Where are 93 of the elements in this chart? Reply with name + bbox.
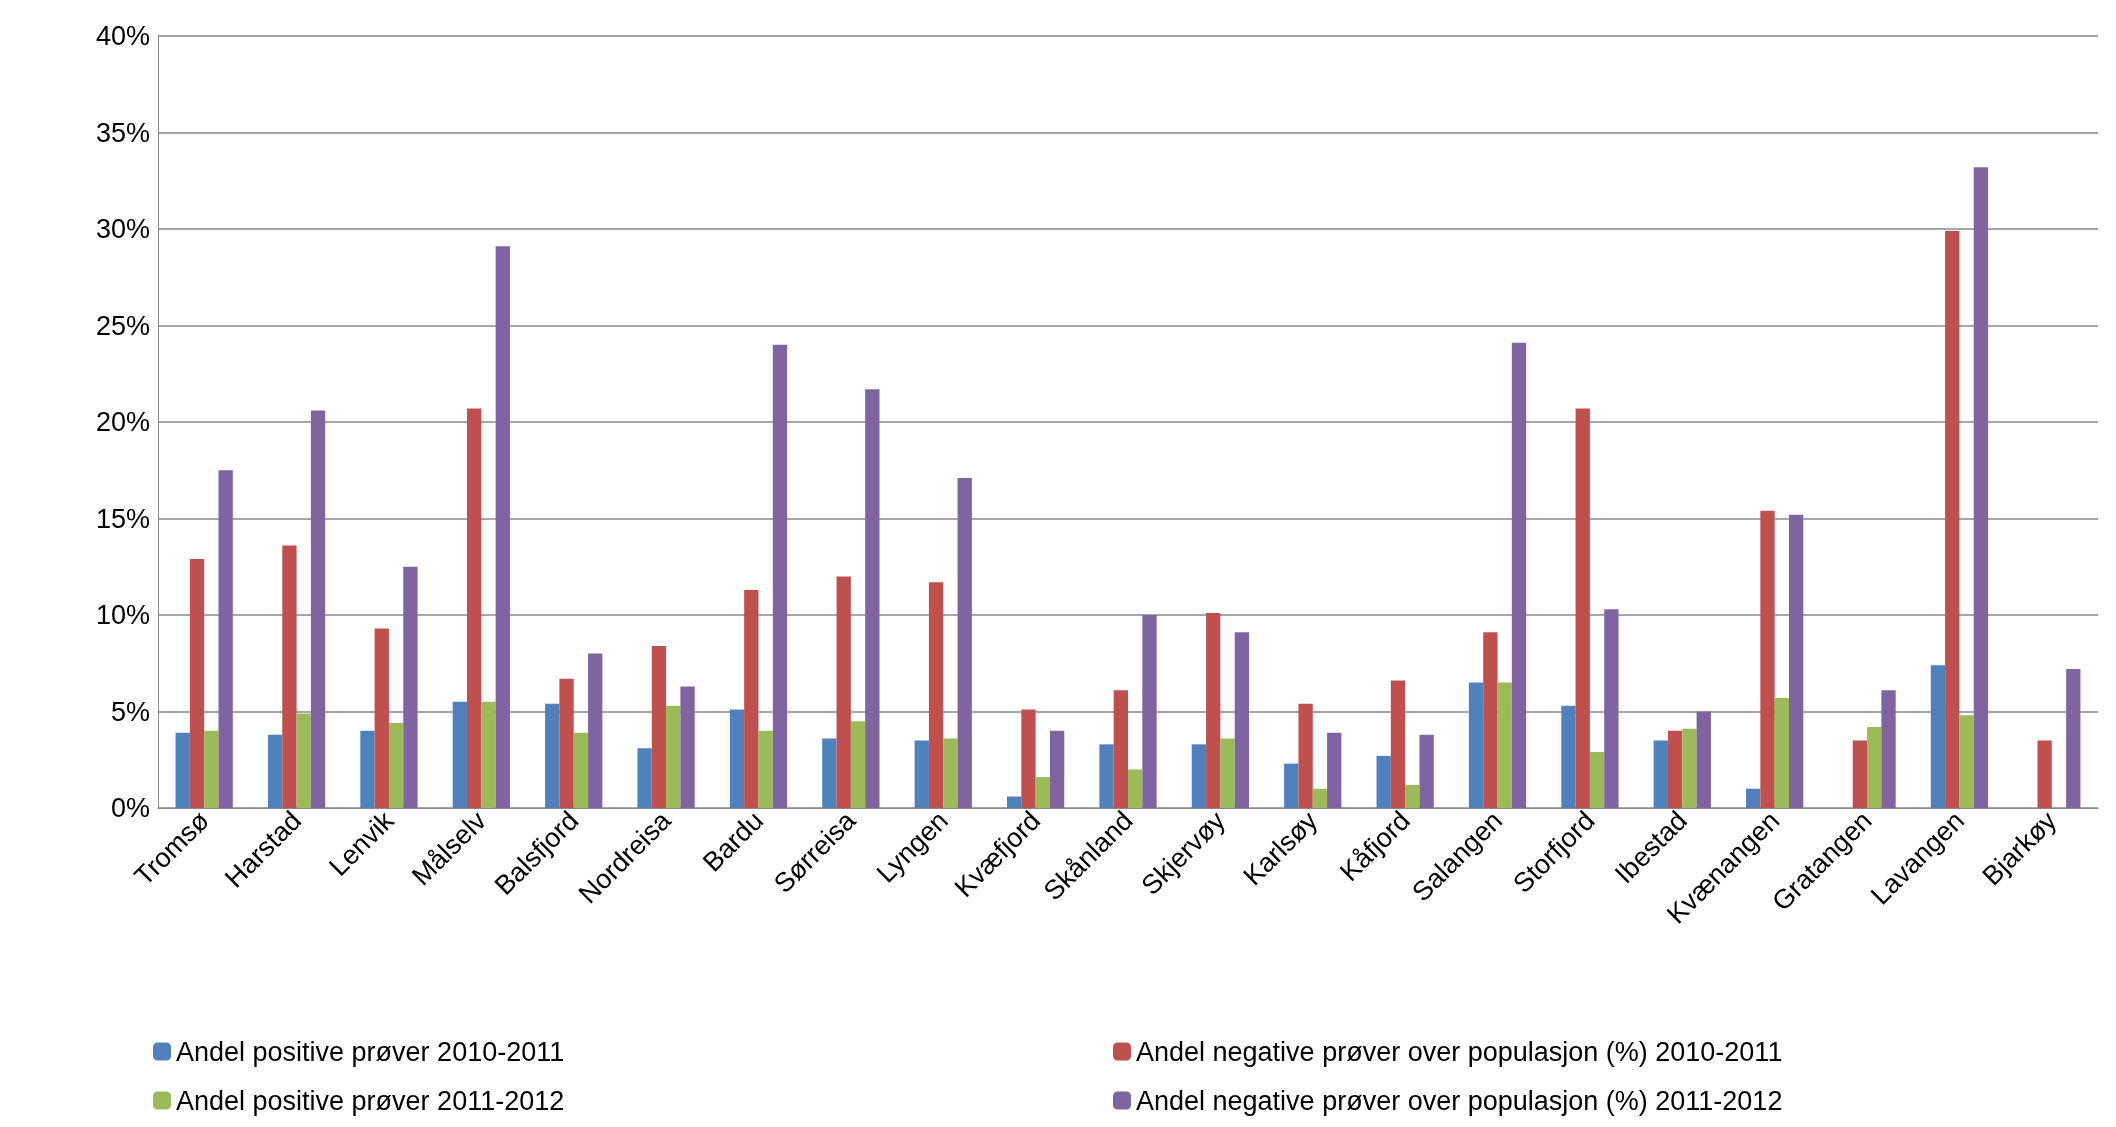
y-tick-label: 35%	[95, 117, 150, 148]
bar	[1006, 796, 1022, 808]
bar	[1113, 690, 1128, 808]
legend-label: Andel negative prøver over populasjon (%) 2011-2012	[1136, 1085, 1783, 1116]
bar	[559, 678, 574, 808]
bar	[1696, 711, 1711, 808]
y-tick-label: 15%	[95, 503, 150, 534]
y-tick-label: 20%	[95, 407, 150, 437]
bar	[467, 408, 482, 808]
bar	[282, 545, 297, 808]
bar	[836, 576, 851, 808]
bar	[1234, 632, 1250, 808]
bar	[957, 477, 972, 808]
bar	[1035, 777, 1050, 808]
bar	[865, 389, 880, 808]
bar	[1405, 784, 1420, 808]
y-tick-label: 40%	[95, 21, 150, 51]
bar	[1483, 632, 1498, 808]
bar	[943, 738, 958, 808]
bar	[1511, 342, 1527, 808]
bar	[822, 738, 837, 808]
bar	[1191, 744, 1207, 808]
bar	[1312, 788, 1328, 808]
bar	[545, 703, 560, 808]
bar	[452, 701, 468, 808]
bar	[1128, 769, 1143, 808]
y-tick-label: 30%	[95, 214, 150, 244]
bar	[267, 734, 283, 808]
legend-label: Andel negative prøver over populasjon (%) 2010-2011	[1136, 1036, 1783, 1067]
bar	[1867, 726, 1882, 808]
bar	[1788, 514, 1804, 808]
bar	[1881, 690, 1896, 808]
bar	[1497, 682, 1512, 808]
bar	[573, 732, 589, 808]
bar	[928, 582, 944, 808]
bar	[1973, 167, 1989, 808]
bar	[1284, 763, 1299, 808]
bar	[1220, 738, 1235, 808]
bar	[2066, 669, 2081, 808]
bar	[1206, 613, 1221, 808]
bar	[1746, 788, 1761, 808]
bar	[1419, 734, 1434, 808]
bar	[1561, 705, 1576, 808]
legend-label: Andel positive prøver 2011-2012	[176, 1085, 565, 1116]
bar	[1959, 715, 1974, 808]
bar	[1099, 744, 1114, 808]
bar	[1142, 615, 1157, 808]
bar	[758, 730, 773, 808]
bar	[1049, 730, 1065, 808]
bar	[218, 470, 233, 808]
bar	[1760, 510, 1775, 808]
y-tick-label: 5%	[110, 696, 150, 727]
y-tick-label: 10%	[95, 600, 150, 630]
bar	[2037, 740, 2052, 808]
bar	[296, 713, 311, 808]
bar	[495, 246, 510, 808]
bar	[1667, 730, 1683, 808]
bar	[588, 653, 603, 808]
bar	[310, 410, 326, 808]
legend-label: Andel positive prøver 2010-2011	[176, 1036, 565, 1067]
bar	[1327, 732, 1342, 808]
bar	[1468, 682, 1484, 808]
bar	[388, 723, 404, 808]
bar	[175, 732, 190, 808]
bar	[1653, 740, 1668, 808]
bar	[189, 559, 205, 808]
bar	[850, 721, 866, 808]
bar	[637, 748, 652, 808]
bar	[744, 589, 759, 808]
bar	[1021, 709, 1036, 808]
bar	[403, 566, 418, 808]
bar	[666, 705, 681, 808]
bar	[1298, 703, 1313, 808]
bar	[374, 628, 389, 808]
bar	[1945, 230, 1960, 808]
bar	[1390, 680, 1406, 808]
bar	[680, 686, 695, 808]
bar	[204, 730, 219, 808]
bar	[481, 701, 496, 808]
bar	[651, 645, 667, 808]
bar	[914, 740, 929, 808]
bar	[1575, 408, 1590, 808]
bar	[729, 709, 745, 808]
bar	[772, 344, 788, 808]
bar	[1774, 697, 1789, 808]
y-tick-label: 25%	[95, 310, 150, 341]
bar	[1589, 752, 1605, 808]
bar	[1682, 728, 1697, 808]
bar	[1604, 609, 1619, 808]
bar	[1930, 665, 1946, 808]
bar	[360, 730, 375, 808]
bar	[1376, 755, 1391, 808]
bar	[1852, 740, 1868, 808]
